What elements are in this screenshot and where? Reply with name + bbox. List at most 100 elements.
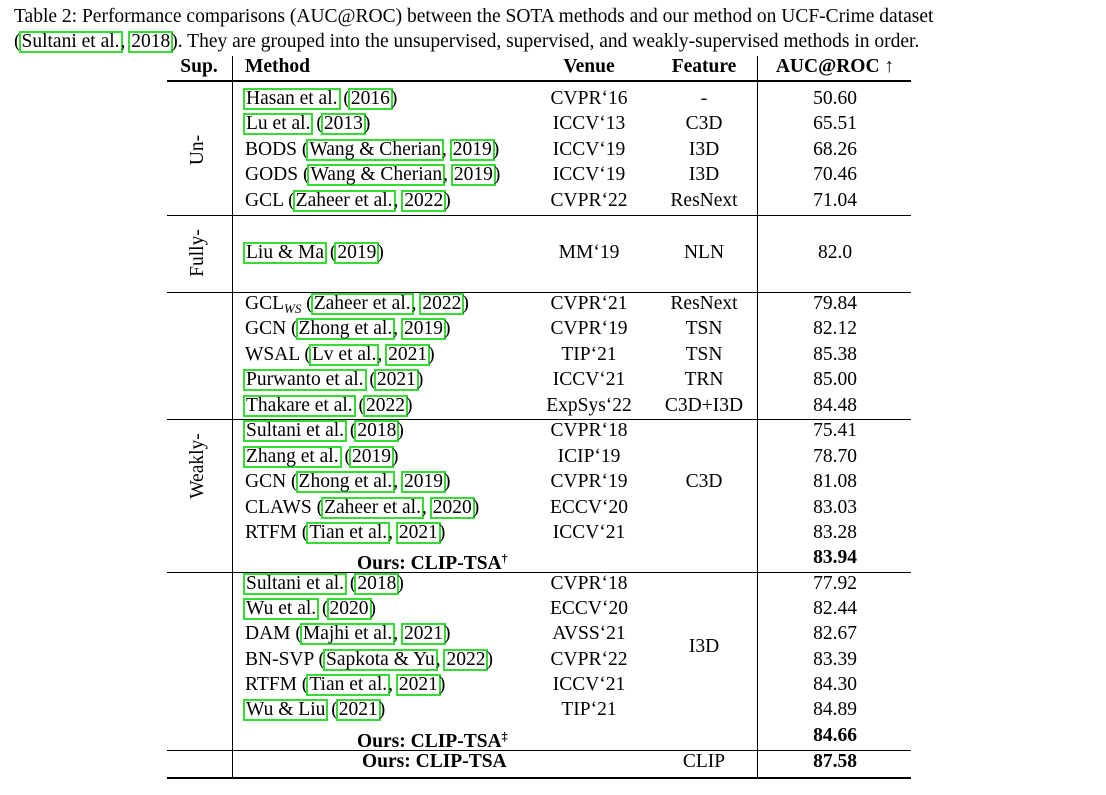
citation-close: ) (462, 293, 469, 314)
auc-cell: 70.46 (813, 163, 857, 187)
auc-value: 82.0 (817, 242, 853, 263)
method-prefix-2: ( (301, 293, 313, 314)
citation-close: ) (363, 113, 371, 134)
citation-year-link[interactable]: 2022 (443, 649, 489, 671)
citation-close: ) (377, 242, 384, 263)
citation-close: ) (378, 699, 386, 720)
method-cell: GCN (Zhong et al., 2019) (245, 317, 450, 341)
method-subscript: WS (284, 301, 302, 316)
citation-close: ) (390, 88, 398, 109)
venue-value: CVPR‘18 (550, 573, 628, 594)
auc-value: 84.30 (813, 674, 857, 695)
auc-value: 81.08 (813, 471, 857, 492)
citation-year-link[interactable]: 2019 (400, 318, 446, 340)
feature-cell: C3D+I3D (665, 394, 743, 418)
citation-link[interactable]: Thakare et al. (243, 395, 356, 417)
citation-year-link[interactable]: 2022 (401, 190, 447, 212)
citation-link[interactable]: Zaheer et al. (321, 497, 424, 519)
citation-year-link[interactable]: 2022 (363, 395, 409, 417)
auc-value: 83.39 (813, 649, 857, 670)
citation-year-link[interactable]: 2013 (320, 113, 366, 135)
method-prefix: WSAL ( (245, 344, 311, 365)
citation-link[interactable]: Wang & Cherian (306, 139, 445, 161)
auc-cell: 83.28 (813, 521, 857, 545)
citation-year-link[interactable]: 2016 (347, 88, 393, 110)
citation-link[interactable]: Wu et al. (243, 598, 320, 620)
citation-link[interactable]: Zhong et al. (295, 318, 396, 340)
citation-separator: , (393, 623, 403, 644)
citation-year-link[interactable]: 2021 (395, 674, 441, 696)
citation-year-link[interactable]: 2019 (334, 242, 380, 264)
venue-cell: CVPR‘18 (551, 419, 628, 443)
auc-value: 87.58 (813, 751, 857, 772)
citation-year-link[interactable]: 2022 (419, 293, 465, 315)
method-prefix: DAM ( (245, 623, 302, 644)
citation-year-link[interactable]: 2021 (335, 699, 381, 721)
citation-link[interactable]: Zaheer et al. (292, 190, 396, 212)
citation-link[interactable]: Zaheer et al. (310, 293, 414, 315)
auc-cell: 65.51 (813, 112, 857, 136)
feature-cell: - (701, 87, 708, 111)
citation-year-link[interactable]: 2019 (449, 139, 495, 161)
citation-separator: , (393, 318, 403, 339)
venue-cell: AVSS‘21 (552, 622, 625, 646)
citation-year-link[interactable]: 2020 (326, 598, 372, 620)
venue-value: ExpSys‘22 (546, 395, 632, 416)
auc-cell: 78.70 (813, 445, 857, 469)
ours-label: Ours: CLIP-TSA (362, 751, 507, 772)
method-cell: GCL (Zaheer et al., 2022) (245, 189, 451, 213)
citation-year-link[interactable]: 2018 (128, 31, 174, 53)
method-cell: Sultani et al. (2018) (243, 419, 404, 443)
citation-link[interactable]: Wang & Cherian (307, 164, 446, 186)
auc-value: 85.38 (813, 344, 857, 365)
vertical-rule (232, 56, 233, 777)
citation-link[interactable]: Sultani et al. (243, 573, 348, 595)
citation-link[interactable]: Wu & Liu (243, 699, 329, 721)
citation-separator: , (393, 190, 404, 211)
group-label-un: Un- (187, 134, 208, 166)
citation-link[interactable]: Sultani et al. (18, 31, 123, 53)
citation-link[interactable]: Lu et al. (243, 113, 314, 135)
citation-year-link[interactable]: 2021 (385, 344, 431, 366)
venue-cell: ICCV‘19 (553, 138, 626, 162)
method-prefix: GCL (245, 293, 284, 314)
venue-value: ICCV‘19 (552, 164, 626, 185)
method-cell: GCN (Zhong et al., 2019) (245, 470, 450, 494)
citation-link[interactable]: Zhong et al. (295, 471, 396, 493)
auc-value: 71.04 (813, 190, 857, 211)
citation-link[interactable]: Zhang et al. (243, 446, 342, 468)
citation-year-link[interactable]: 2019 (400, 471, 446, 493)
method-cell: Lu et al. (2013) (243, 112, 371, 136)
citation-year-link[interactable]: 2018 (354, 420, 400, 442)
citation-link[interactable]: Purwanto et al. (243, 369, 367, 391)
citation-separator: ( (325, 242, 337, 263)
citation-link[interactable]: Hasan et al. (243, 88, 341, 110)
table-caption: Table 2: Performance comparisons (AUC@RO… (14, 4, 1094, 54)
citation-year-link[interactable]: 2021 (400, 623, 446, 645)
feature-cell: NLN (684, 241, 724, 265)
citation-link[interactable]: Liu & Ma (243, 242, 327, 264)
header-sup: Sup. (180, 55, 217, 79)
citation-year-link[interactable]: 2021 (395, 522, 441, 544)
auc-cell: 84.89 (813, 698, 857, 722)
citation-year-link[interactable]: 2021 (373, 369, 419, 391)
citation-link[interactable]: Tian et al. (306, 522, 391, 544)
citation-year-link[interactable]: 2019 (348, 446, 394, 468)
method-cell: Liu & Ma (2019) (243, 241, 384, 265)
venue-cell: ExpSys‘22 (546, 394, 632, 418)
citation-link[interactable]: Lv et al. (308, 344, 380, 366)
caption-separator: , (120, 31, 131, 52)
citation-year-link[interactable]: 2020 (429, 497, 475, 519)
citation-link[interactable]: Sultani et al. (243, 420, 348, 442)
citation-year-link[interactable]: 2019 (450, 164, 496, 186)
citation-year-link[interactable]: 2018 (354, 573, 400, 595)
citation-separator: ( (326, 699, 338, 720)
header-sup-text: Sup. (180, 56, 218, 77)
ours-label: Ours: CLIP-TSA (357, 553, 502, 574)
citation-link[interactable]: Sapkota & Yu (323, 649, 438, 671)
citation-link[interactable]: Majhi et al. (299, 623, 396, 645)
venue-value: TIP‘21 (561, 344, 617, 365)
auc-value: 83.94 (813, 547, 857, 568)
citation-link[interactable]: Tian et al. (306, 674, 391, 696)
venue-value: ICCV‘21 (552, 674, 626, 695)
